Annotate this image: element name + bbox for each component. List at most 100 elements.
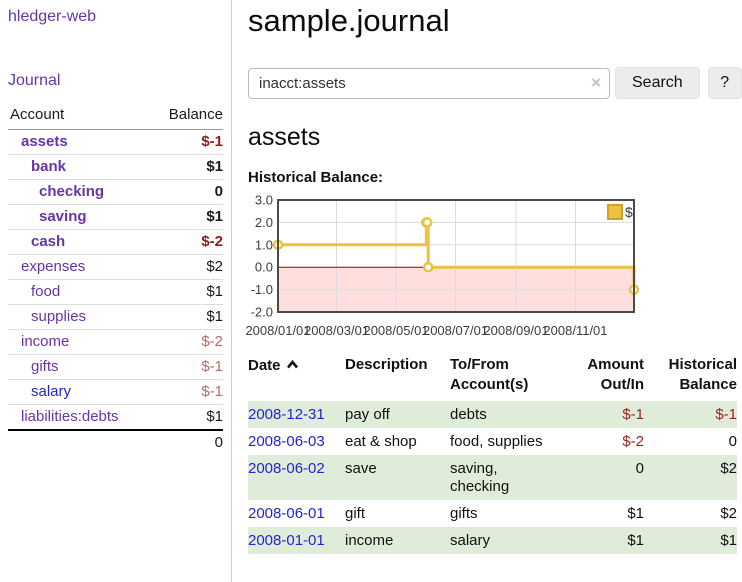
account-row: assets $-1: [8, 130, 223, 155]
register-date-cell: 2008-06-03: [248, 428, 345, 455]
svg-text:2008/01/01: 2008/01/01: [245, 323, 310, 338]
account-row: supplies $1: [8, 304, 223, 330]
account-name-cell: gifts: [8, 354, 151, 380]
svg-text:2008/05/01: 2008/05/01: [363, 323, 428, 338]
account-balance: $1: [150, 154, 223, 180]
page-title: sample.journal: [248, 3, 450, 38]
date-header-label: Date: [248, 357, 281, 374]
register-column-header-amount: Amount Out/In: [587, 356, 644, 393]
sidebar: hledger-web Journal Account Balance asse…: [0, 0, 232, 582]
register-column-header-date[interactable]: Date: [248, 352, 345, 401]
register-row: 2008-01-01 income salary $1 $1: [248, 527, 737, 554]
register-balance-cell: $2: [720, 505, 737, 522]
account-row: saving $1: [8, 204, 223, 230]
register-date-cell: 2008-12-31: [248, 401, 345, 428]
sidebar-account-link-assets[interactable]: assets: [21, 133, 68, 150]
register-balance-cell: $-1: [715, 406, 737, 423]
sidebar-account-link-income[interactable]: income: [21, 333, 70, 350]
transaction-date-link[interactable]: 2008-06-01: [248, 505, 325, 522]
register-date-cell: 2008-06-02: [248, 455, 345, 500]
register-description-cell: eat & shop: [345, 433, 417, 450]
register-amount-cell: $-2: [622, 433, 644, 450]
search-input[interactable]: [248, 67, 610, 99]
sidebar-account-link-supplies[interactable]: supplies: [31, 308, 87, 325]
sidebar-item-journal[interactable]: Journal: [8, 72, 61, 89]
transaction-date-link[interactable]: 2008-01-01: [248, 532, 325, 549]
search-help-button[interactable]: ?: [707, 67, 742, 99]
accounts-column-header-account: Account: [8, 103, 151, 130]
sidebar-account-link-salary[interactable]: salary: [31, 383, 72, 400]
transaction-date-link[interactable]: 2008-12-31: [248, 406, 325, 423]
account-name-cell: liabilities:debts: [8, 404, 151, 430]
account-name-cell: salary: [8, 379, 151, 405]
account-name-cell: saving: [8, 204, 151, 230]
register-date-cell: 2008-01-01: [248, 527, 345, 554]
sidebar-account-link-food[interactable]: food: [31, 283, 61, 300]
account-balance: $2: [150, 254, 223, 280]
register-column-header-balance: Historical Balance: [668, 356, 737, 393]
accounts-total-row: 0: [8, 429, 223, 455]
search-form: × Search ?: [248, 67, 742, 99]
register-balance-cell: $2: [720, 460, 737, 477]
account-name-cell: assets: [8, 130, 151, 155]
account-balance: $1: [150, 404, 223, 430]
account-balance: 0: [150, 179, 223, 205]
register-amount-cell: $1: [627, 505, 644, 522]
svg-text:-1.0: -1.0: [251, 282, 273, 297]
account-name-cell: food: [8, 279, 151, 305]
account-heading: assets: [248, 123, 321, 151]
app-brand-link[interactable]: hledger-web: [8, 8, 97, 25]
main-content: sample.journal × Search ? assets Histori…: [240, 0, 742, 554]
account-balance: $-1: [150, 379, 223, 405]
account-name-cell: cash: [8, 229, 151, 255]
account-balance: $-1: [201, 133, 223, 150]
register-column-header-accounts: To/From Account(s): [450, 356, 529, 393]
sidebar-account-link-checking[interactable]: checking: [39, 183, 105, 200]
historical-balance-chart: 3.0 2.0 1.0 0.0 -1.0 -2.0 2008/01/012008/03/01…: [245, 193, 640, 338]
sidebar-account-link-liabilities-debts[interactable]: liabilities:debts: [21, 408, 119, 425]
register-description-cell: save: [345, 460, 377, 477]
register-column-header-description: Description: [345, 356, 428, 373]
svg-text:1.0: 1.0: [255, 237, 273, 252]
sidebar-account-link-saving[interactable]: saving: [39, 208, 87, 225]
app-brand: hledger-web: [8, 8, 223, 26]
account-row: cash $-2: [8, 229, 223, 255]
sidebar-account-link-cash[interactable]: cash: [31, 233, 66, 250]
transaction-date-link[interactable]: 2008-06-03: [248, 433, 325, 450]
register-balance-cell: $1: [720, 532, 737, 549]
register-accounts-cell: food, supplies: [450, 433, 543, 450]
clear-search-icon[interactable]: ×: [591, 72, 601, 92]
svg-text:2008/03/01: 2008/03/01: [304, 323, 369, 338]
account-row: food $1: [8, 279, 223, 305]
accounts-header-row: Account Balance: [8, 103, 223, 130]
account-balance: $1: [150, 279, 223, 305]
chart-title: Historical Balance:: [248, 169, 384, 186]
transaction-date-link[interactable]: 2008-06-02: [248, 460, 325, 477]
search-button[interactable]: Search: [615, 67, 700, 99]
account-row: gifts $-1: [8, 354, 223, 380]
account-name-cell: expenses: [8, 254, 151, 280]
account-row: expenses $2: [8, 254, 223, 280]
register-row: 2008-06-01 gift gifts $1 $2: [248, 500, 737, 527]
register-accounts-cell: gifts: [450, 505, 478, 522]
account-row: bank $1: [8, 154, 223, 180]
accounts-table: Account Balance assets $-1 bank $1 checking 0…: [8, 103, 223, 455]
sidebar-account-link-expenses[interactable]: expenses: [21, 258, 86, 275]
register-amount-cell: $1: [627, 532, 644, 549]
register-amount-cell: $-1: [622, 406, 644, 423]
sidebar-account-link-bank[interactable]: bank: [31, 158, 67, 175]
account-name-cell: bank: [8, 154, 151, 180]
account-balance: $-1: [150, 354, 223, 380]
accounts-total-value: 0: [150, 429, 223, 455]
account-balance: $1: [150, 204, 223, 230]
legend-swatch: [607, 204, 623, 220]
svg-text:2008/09/01: 2008/09/01: [483, 323, 548, 338]
register-description-cell: gift: [345, 505, 366, 522]
svg-text:2.0: 2.0: [255, 215, 273, 230]
account-balance: $1: [150, 304, 223, 330]
account-name-cell: income: [8, 329, 151, 355]
account-row: checking 0: [8, 179, 223, 205]
sidebar-account-link-gifts[interactable]: gifts: [31, 358, 59, 375]
sidebar-nav: Journal: [8, 72, 223, 90]
register-description-cell: pay off: [345, 406, 390, 423]
